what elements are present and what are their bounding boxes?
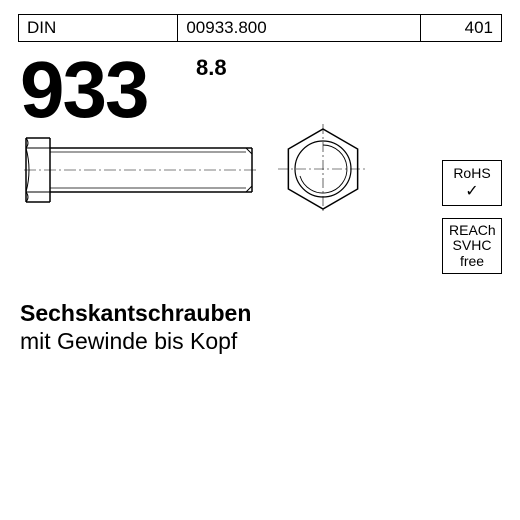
- header-standard: DIN: [19, 15, 178, 41]
- reach-line1: REACh: [449, 223, 495, 238]
- reach-line3: free: [449, 254, 495, 269]
- rohs-check-icon: ✓: [449, 181, 495, 201]
- description-line2: mit Gewinde bis Kopf: [20, 328, 237, 355]
- grade-label: 8.8: [196, 55, 227, 81]
- bolt-side-view: [24, 130, 264, 210]
- header-table: DIN 00933.800 401: [18, 14, 502, 42]
- reach-badge: REACh SVHC free: [442, 218, 502, 274]
- reach-line2: SVHC: [449, 238, 495, 253]
- bolt-front-view: [278, 124, 368, 214]
- description-line1: Sechskantschrauben: [20, 300, 251, 327]
- rohs-label: RoHS: [449, 165, 495, 181]
- header-code: 00933.800: [178, 15, 421, 41]
- header-ref: 401: [421, 15, 501, 41]
- rohs-badge: RoHS ✓: [442, 160, 502, 206]
- main-number: 933: [20, 44, 147, 136]
